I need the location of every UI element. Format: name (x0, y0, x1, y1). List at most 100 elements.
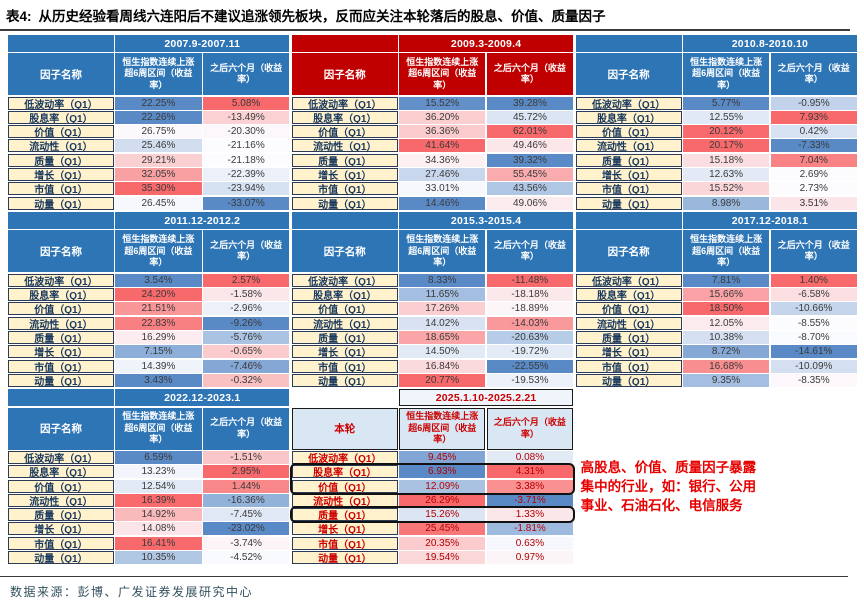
factor-cell: 增长（Q1） (8, 168, 114, 182)
factor-cell: 增长（Q1） (8, 345, 114, 359)
rise-value-cell: 15.66% (682, 288, 770, 302)
factor-cell: 低波动率（Q1） (8, 96, 114, 110)
after-value-cell: -8.70% (770, 330, 857, 344)
rise-col-header: 恒生指数连续上涨超6周区间（收益率） (115, 230, 202, 273)
after-value-cell: 0.63% (486, 536, 574, 550)
factor-cell: 低波动率（Q1） (8, 273, 114, 287)
factor-cell: 增长（Q1） (8, 522, 114, 536)
rise-value-cell: 14.46% (399, 196, 486, 210)
factor-cell: 市值（Q1） (8, 359, 114, 373)
rise-value-cell: 25.45% (399, 522, 486, 536)
factor-cell: 增长（Q1） (575, 168, 682, 182)
after-value-cell: 4.31% (486, 465, 574, 479)
factor-cell: 股息率（Q1） (291, 110, 398, 124)
factor-cell: 动量（Q1） (291, 196, 398, 210)
after-value-cell: -23.02% (202, 522, 290, 536)
rise-value-cell: 20.77% (399, 373, 486, 387)
factor-cell: 增长（Q1） (291, 345, 398, 359)
period-label: 2015.3-2015.4 (399, 212, 574, 230)
period-block: 2015.3-2015.4 因子名称 恒生指数连续上涨超6周区间（收益率） 之后六个月… (291, 212, 574, 387)
rise-value-cell: 8.98% (682, 196, 770, 210)
rise-col-header: 恒生指数连续上涨超6周区间（收益率） (399, 53, 486, 96)
factor-col-header: 因子名称 (291, 53, 398, 96)
factor-col-header: 本轮 (291, 407, 398, 450)
factor-cell: 价值（Q1） (8, 479, 114, 493)
after-value-cell: -7.45% (202, 508, 290, 522)
after-value-cell: -7.33% (770, 139, 857, 153)
period-block: 2017.12-2018.1 因子名称 恒生指数连续上涨超6周区间（收益率） 之后六个… (575, 212, 857, 387)
after-value-cell: -1.81% (486, 522, 574, 536)
after-value-cell: 55.45% (486, 168, 574, 182)
factor-col-header: 因子名称 (8, 53, 114, 96)
after-value-cell: -6.58% (770, 288, 857, 302)
period-block: 2025.1.10-2025.2.21 本轮 恒生指数连续上涨超6周区间（收益率）之… (289, 389, 576, 565)
factor-cell: 股息率（Q1） (575, 288, 682, 302)
factor-cell: 流动性（Q1） (8, 316, 114, 330)
rise-value-cell: 5.77% (682, 96, 770, 110)
after-value-cell: 2.73% (770, 182, 857, 196)
after-value-cell: 39.32% (486, 153, 574, 167)
table-number: 表4: (6, 9, 32, 24)
factor-cell: 动量（Q1） (8, 551, 114, 565)
factor-cell: 动量（Q1） (8, 373, 114, 387)
after-value-cell: -20.63% (486, 330, 574, 344)
rise-value-cell: 12.54% (115, 479, 202, 493)
data-source: 数据来源：彭博、广发证券发展研究中心 (10, 585, 254, 600)
period-block: 2022.12-2023.1 因子名称 恒生指数连续上涨超6周区间（收益率） 之后六个… (8, 389, 290, 565)
factor-cell: 质量（Q1） (291, 508, 398, 522)
factor-cell: 流动性（Q1） (8, 493, 114, 507)
after-col-header: 之后六个月（收益率） (202, 407, 290, 450)
highlight-annotation: 高股息、价值、质量因子暴露集中的行业，如：银行、公用事业、石油石化、电信服务 (580, 460, 757, 514)
rise-value-cell: 36.36% (399, 125, 486, 139)
table-section: 2022.12-2023.1 因子名称 恒生指数连续上涨超6周区间（收益率） 之后六个… (8, 389, 857, 565)
period-label: 2025.1.10-2025.2.21 (399, 389, 574, 407)
rise-value-cell: 29.21% (115, 153, 202, 167)
after-value-cell: 62.01% (486, 125, 574, 139)
rise-value-cell: 36.20% (399, 110, 486, 124)
after-value-cell: -7.46% (202, 359, 290, 373)
factor-col-header: 因子名称 (575, 53, 682, 96)
factor-cell: 质量（Q1） (291, 153, 398, 167)
after-value-cell: 3.51% (770, 196, 857, 210)
after-value-cell: -1.51% (202, 450, 290, 464)
factor-cell: 动量（Q1） (575, 373, 682, 387)
factor-cell: 市值（Q1） (575, 359, 682, 373)
factor-cell: 市值（Q1） (291, 536, 398, 550)
period-spacer (291, 35, 398, 52)
rise-value-cell: 22.26% (115, 110, 202, 124)
after-value-cell: -18.18% (486, 288, 574, 302)
table-title: 表4: 从历史经验看周线六连阳后不建议追涨领先板块，反而应关注本轮落后的股息、价值… (0, 0, 864, 27)
after-value-cell: -19.53% (486, 373, 574, 387)
factor-cell: 增长（Q1） (291, 168, 398, 182)
factor-cell: 流动性（Q1） (291, 316, 398, 330)
after-value-cell: 1.40% (770, 273, 857, 287)
rise-value-cell: 21.51% (115, 302, 202, 316)
rise-value-cell: 14.02% (399, 316, 486, 330)
after-value-cell: 0.08% (486, 450, 574, 464)
factor-cell: 价值（Q1） (291, 302, 398, 316)
rise-value-cell: 18.50% (682, 302, 770, 316)
factor-cell: 流动性（Q1） (291, 139, 398, 153)
factor-cell: 质量（Q1） (575, 330, 682, 344)
factor-cell: 质量（Q1） (291, 330, 398, 344)
after-value-cell: -0.65% (202, 345, 290, 359)
after-value-cell: 45.72% (486, 110, 574, 124)
factor-cell: 低波动率（Q1） (291, 273, 398, 287)
period-block: 2007.9-2007.11 因子名称 恒生指数连续上涨超6周区间（收益率） 之后六个… (8, 35, 290, 210)
after-col-header: 之后六个月（收益率） (770, 230, 857, 273)
factor-cell: 流动性（Q1） (575, 139, 682, 153)
after-value-cell: -3.71% (486, 493, 574, 507)
after-value-cell: -21.18% (202, 153, 290, 167)
rise-value-cell: 10.38% (682, 330, 770, 344)
factor-cell: 流动性（Q1） (575, 316, 682, 330)
factor-cell: 股息率（Q1） (575, 110, 682, 124)
factor-cell: 低波动率（Q1） (8, 450, 114, 464)
rise-value-cell: 14.92% (115, 508, 202, 522)
rise-value-cell: 27.46% (399, 168, 486, 182)
rise-col-header: 恒生指数连续上涨超6周区间（收益率） (682, 53, 770, 96)
after-value-cell: -14.61% (770, 345, 857, 359)
period-label: 2007.9-2007.11 (115, 35, 290, 52)
after-value-cell: -22.55% (486, 359, 574, 373)
after-value-cell: -1.58% (202, 288, 290, 302)
